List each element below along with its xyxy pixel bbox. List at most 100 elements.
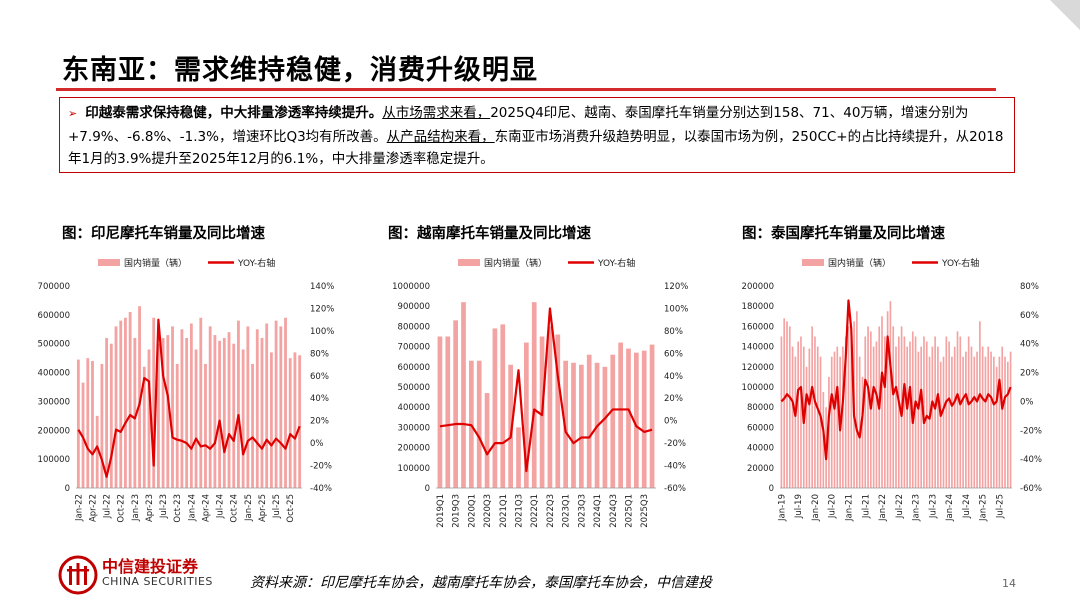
sales-bar [555, 334, 561, 488]
sales-bar [800, 336, 802, 488]
logo-english-name: CHINA SECURITIES [102, 575, 213, 588]
yoy-line [439, 307, 653, 473]
sales-bar [293, 352, 297, 488]
x-tick-label: Jan-20 [811, 494, 821, 522]
chart-vietnam: 国内销量（辆） YOY-右轴100000090000080000070000060… [392, 257, 688, 528]
x-tick-label: Jul-22 [895, 494, 905, 519]
x-tick-label: Jan-19 [777, 494, 787, 522]
yoy-line [77, 318, 301, 478]
sales-bar [189, 323, 193, 488]
sales-bar [571, 362, 576, 488]
sales-bar [931, 346, 934, 488]
sales-bar [279, 326, 283, 488]
x-tick-label: Jul-25 [272, 494, 282, 519]
y2-tick-label: 60% [1020, 311, 1039, 321]
x-tick-label: Jan-24 [945, 494, 955, 522]
chart-title-vietnam: 图：越南摩托车销量及同比增速 [388, 226, 591, 242]
y-tick-label: 200000 [398, 444, 430, 454]
x-tick-label: Oct-22 [117, 494, 127, 523]
y2-tick-label: 40% [1020, 340, 1039, 350]
sales-bar [981, 346, 984, 488]
x-tick-label: Jan-23 [912, 494, 922, 522]
summary-lead: 印越泰需求保持稳健，中大排量渗透率持续提升。 [85, 105, 383, 121]
sales-bar [858, 356, 861, 488]
y2-tick-label: -60% [1020, 484, 1042, 494]
summary-part1-label: 从市场需求来看， [382, 105, 491, 121]
y-tick-label: 1000000 [392, 282, 430, 292]
sales-bar [492, 328, 498, 488]
y2-tick-label: 80% [310, 349, 329, 359]
sales-bar [586, 354, 592, 488]
y-tick-label: 200000 [742, 282, 774, 292]
chart-indonesia: 国内销量（辆） YOY-右轴 700000 600000 500000 400000 300… [38, 257, 335, 523]
y-tick-label: 300000 [398, 423, 430, 433]
y2-tick-label: 20% [664, 394, 683, 404]
sales-bar [786, 321, 788, 488]
x-tick-label: Jul-19 [794, 494, 804, 519]
x-tick-label: Jul-23 [159, 494, 169, 519]
y2-tick-label: -40% [664, 462, 686, 472]
sales-bar [641, 350, 647, 488]
sales-bar [161, 337, 165, 488]
sales-bar [998, 356, 1001, 488]
sales-bar [1006, 361, 1009, 488]
x-tick-label: Jan-25 [979, 494, 989, 522]
sales-bar [811, 326, 813, 488]
x-tick-label: Apr-24 [201, 494, 211, 522]
sales-bar [269, 352, 273, 488]
y-tick-label: 140000 [742, 343, 774, 353]
bullet-arrow-icon: ➢ [68, 107, 78, 120]
y-tick-label: 100000 [398, 464, 430, 474]
x-tick-label: Jul-22 [103, 494, 113, 519]
sales-bar [945, 336, 948, 488]
sales-bar [780, 336, 783, 488]
sales-bar [156, 343, 160, 488]
y2-tick-label: 60% [310, 372, 329, 382]
sales-bar [886, 311, 889, 488]
sales-bar [114, 326, 118, 488]
sales-bar [171, 326, 174, 488]
sales-bar [508, 364, 513, 488]
sales-bar [152, 317, 156, 488]
sales-bar [833, 351, 836, 488]
sales-bar [138, 306, 141, 488]
sales-bar [461, 302, 466, 488]
sales-bar [288, 358, 292, 488]
sales-bar [914, 336, 917, 488]
y-tick-label: 900000 [398, 302, 430, 312]
y-tick-label: 300000 [38, 397, 70, 407]
summary-part2-label: 从产品结构来看， [386, 128, 495, 145]
y-tick-label: 0 [425, 484, 430, 494]
x-tick-label: Jan-23 [131, 494, 141, 522]
y2-tick-label: -20% [1020, 426, 1042, 436]
y2-tick-label: 0% [310, 439, 324, 449]
x-tick-label: Apr-25 [258, 494, 268, 522]
y-tick-label: 20000 [747, 464, 774, 474]
sales-bar [883, 336, 886, 488]
sales-bar [962, 356, 964, 488]
sales-bar [942, 356, 945, 488]
x-tick-label: Jul-24 [962, 494, 972, 519]
sales-bar [844, 336, 847, 488]
title-underline [56, 88, 996, 91]
y2-tick-label: -20% [310, 462, 332, 472]
x-tick-label: Jan-25 [244, 494, 254, 522]
sales-bar [255, 329, 259, 488]
sales-bar [917, 351, 920, 488]
y-tick-label: 180000 [742, 302, 774, 312]
y2-tick-label: 0% [1020, 397, 1034, 407]
chart-thailand: 国内销量（辆） YOY-右轴200000180000160000140000120… [742, 257, 1042, 522]
y2-tick-label: 100% [310, 327, 334, 337]
sales-bar [892, 326, 895, 488]
sales-bar [237, 320, 240, 488]
sales-bar [794, 356, 797, 488]
x-tick-label: 2021Q3 [515, 494, 525, 528]
sales-bar [265, 323, 269, 488]
sales-bar [500, 324, 506, 488]
legend-bar-swatch [802, 259, 824, 266]
x-tick-label: 2022Q3 [546, 494, 556, 528]
sales-bar [934, 336, 936, 488]
sales-bar [903, 336, 906, 488]
sales-bar [175, 363, 179, 488]
y2-tick-label: 0% [664, 417, 678, 427]
